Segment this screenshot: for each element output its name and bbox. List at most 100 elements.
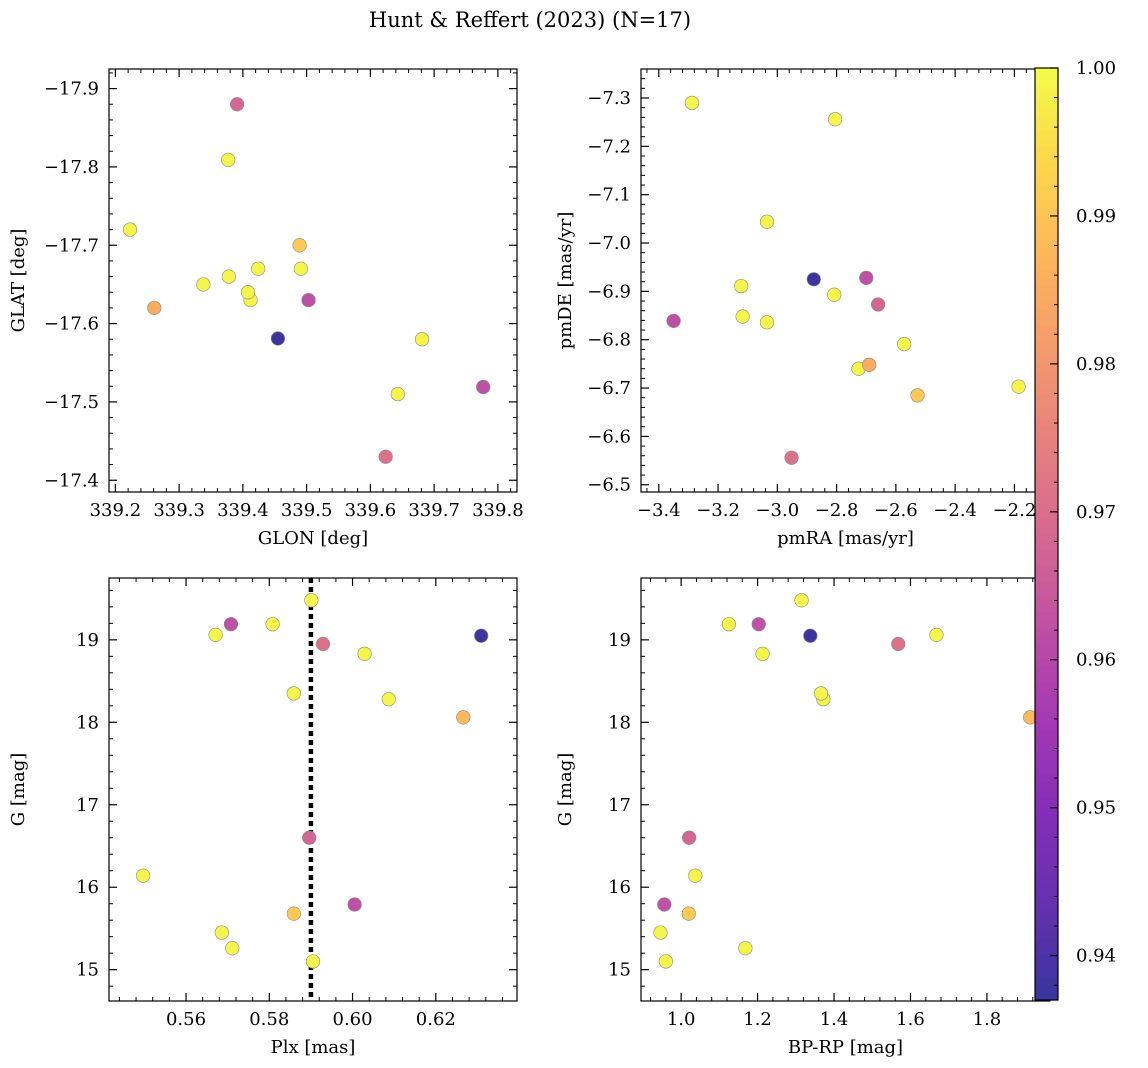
colorbar-segment (1035, 829, 1058, 838)
colorbar-segment (1035, 200, 1058, 209)
colorbar-segment (1035, 836, 1058, 846)
y-axis-label: G [mag] (555, 753, 576, 826)
y-tick-label: −17.8 (44, 157, 99, 178)
scatter-point (315, 636, 331, 652)
colorbar-segment (1035, 852, 1058, 861)
colorbar-segment (1035, 145, 1058, 155)
colorbar-segment (1035, 634, 1058, 644)
plot-frame (108, 68, 518, 493)
colorbar-segment (1035, 487, 1058, 496)
y-tick-label: −6.8 (587, 330, 631, 351)
x-tick-label: −3.2 (696, 500, 740, 521)
x-tick-label: −3.4 (637, 500, 681, 521)
colorbar-segment (1035, 394, 1058, 403)
scatter-point (755, 646, 770, 661)
scatter-point (414, 332, 430, 347)
scatter-point (734, 278, 749, 294)
y-axis-label: G [mag] (8, 753, 29, 826)
scatter-point (891, 636, 906, 652)
x-tick-label: 1.2 (743, 1009, 772, 1030)
colorbar-segment (1035, 549, 1058, 558)
plot-frame (640, 68, 1051, 493)
colorbar-segment (1035, 798, 1058, 807)
y-tick-label: −7.2 (587, 136, 631, 157)
colorbar-segment (1035, 75, 1058, 85)
colorbar-segment (1035, 495, 1058, 504)
x-axis-label: GLON [deg] (258, 528, 368, 549)
scatter-point (759, 315, 775, 330)
scatter-point (304, 593, 319, 608)
colorbar-segment (1035, 565, 1058, 574)
y-tick-label: −17.9 (44, 79, 99, 100)
scatter-point (214, 925, 229, 940)
colorbar-segment (1035, 720, 1058, 729)
colorbar-segment (1035, 277, 1058, 287)
colorbar-segment (1035, 409, 1058, 419)
colorbar-segment (1035, 704, 1058, 714)
x-axis-label: Plx [mas] (271, 1037, 356, 1058)
scatter-point (721, 617, 737, 632)
scatter-point (859, 270, 874, 285)
colorbar-segment (1035, 479, 1058, 488)
colorbar-segment (1035, 813, 1058, 822)
panel-bprp-g: 1.0 1.2 1.4 1.6 1.8 15 16 17 18 19 BP-RP [mag] G [m… (555, 577, 1051, 1058)
colorbar-segment (1035, 984, 1058, 993)
scatter-point (828, 112, 843, 127)
colorbar-segment (1035, 269, 1058, 279)
colorbar-segment (1035, 238, 1058, 248)
scatter-point (784, 450, 799, 465)
y-tick-label: 17 (608, 795, 631, 816)
scatter-point (862, 357, 877, 372)
scatter-point (1011, 379, 1026, 394)
scatter-point (657, 897, 672, 912)
colorbar-tick-label: 0.95 (1076, 798, 1116, 819)
colorbar-segment (1035, 712, 1058, 721)
scatter-point (658, 954, 673, 969)
scatter-point (929, 627, 944, 642)
colorbar-segment (1035, 751, 1058, 760)
colorbar-segment (1035, 308, 1058, 318)
y-tick-label: 19 (608, 630, 631, 651)
scatter-point (286, 906, 301, 921)
scatter-point (381, 692, 396, 707)
colorbar-segment (1035, 184, 1058, 193)
scatter-point (682, 830, 697, 845)
scatter-point (136, 868, 151, 883)
scatter-point (653, 925, 668, 940)
colorbar-segment (1035, 805, 1058, 815)
scatter-point (221, 152, 236, 167)
colorbar-segment (1035, 728, 1058, 737)
plot-frame (640, 577, 1051, 1002)
colorbar-segment (1035, 425, 1058, 434)
colorbar-segment (1035, 215, 1058, 224)
panels: 339.2 339.3 339.4 339.5 339.6 339.7 339.8 −17.9… (8, 68, 1051, 1058)
x-tick-label: 339.5 (281, 500, 333, 521)
x-tick-label: −2.6 (874, 500, 918, 521)
colorbar-segment (1035, 176, 1058, 186)
colorbar-segment (1035, 440, 1058, 450)
x-axis-label: pmRA [mas/yr] (777, 528, 914, 549)
colorbar-segment (1035, 922, 1058, 931)
colorbar-segment (1035, 502, 1058, 512)
scatter-point (759, 214, 775, 229)
colorbar-segment (1035, 526, 1058, 535)
colorbar-segment (1035, 906, 1058, 916)
colorbar-segment (1035, 588, 1058, 597)
x-tick-label: −2.8 (815, 500, 859, 521)
colorbar-segment (1035, 875, 1058, 885)
scatter-point (910, 388, 925, 403)
x-axis-label: BP-RP [mag] (788, 1037, 903, 1058)
scatter-point (827, 287, 842, 302)
y-tick-label: −6.9 (587, 281, 631, 302)
colorbar-segment (1035, 347, 1058, 356)
colorbar-segment (1035, 106, 1058, 116)
scatter-point (794, 593, 809, 608)
scatter-point (806, 272, 821, 287)
colorbar-segment (1035, 844, 1058, 854)
colorbar-segment (1035, 743, 1058, 753)
colorbar-tick-label: 0.97 (1076, 502, 1116, 523)
colorbar-segment (1035, 114, 1058, 123)
scatter-point (122, 222, 138, 237)
scatter-point (270, 331, 286, 346)
scatter-point (897, 336, 912, 352)
